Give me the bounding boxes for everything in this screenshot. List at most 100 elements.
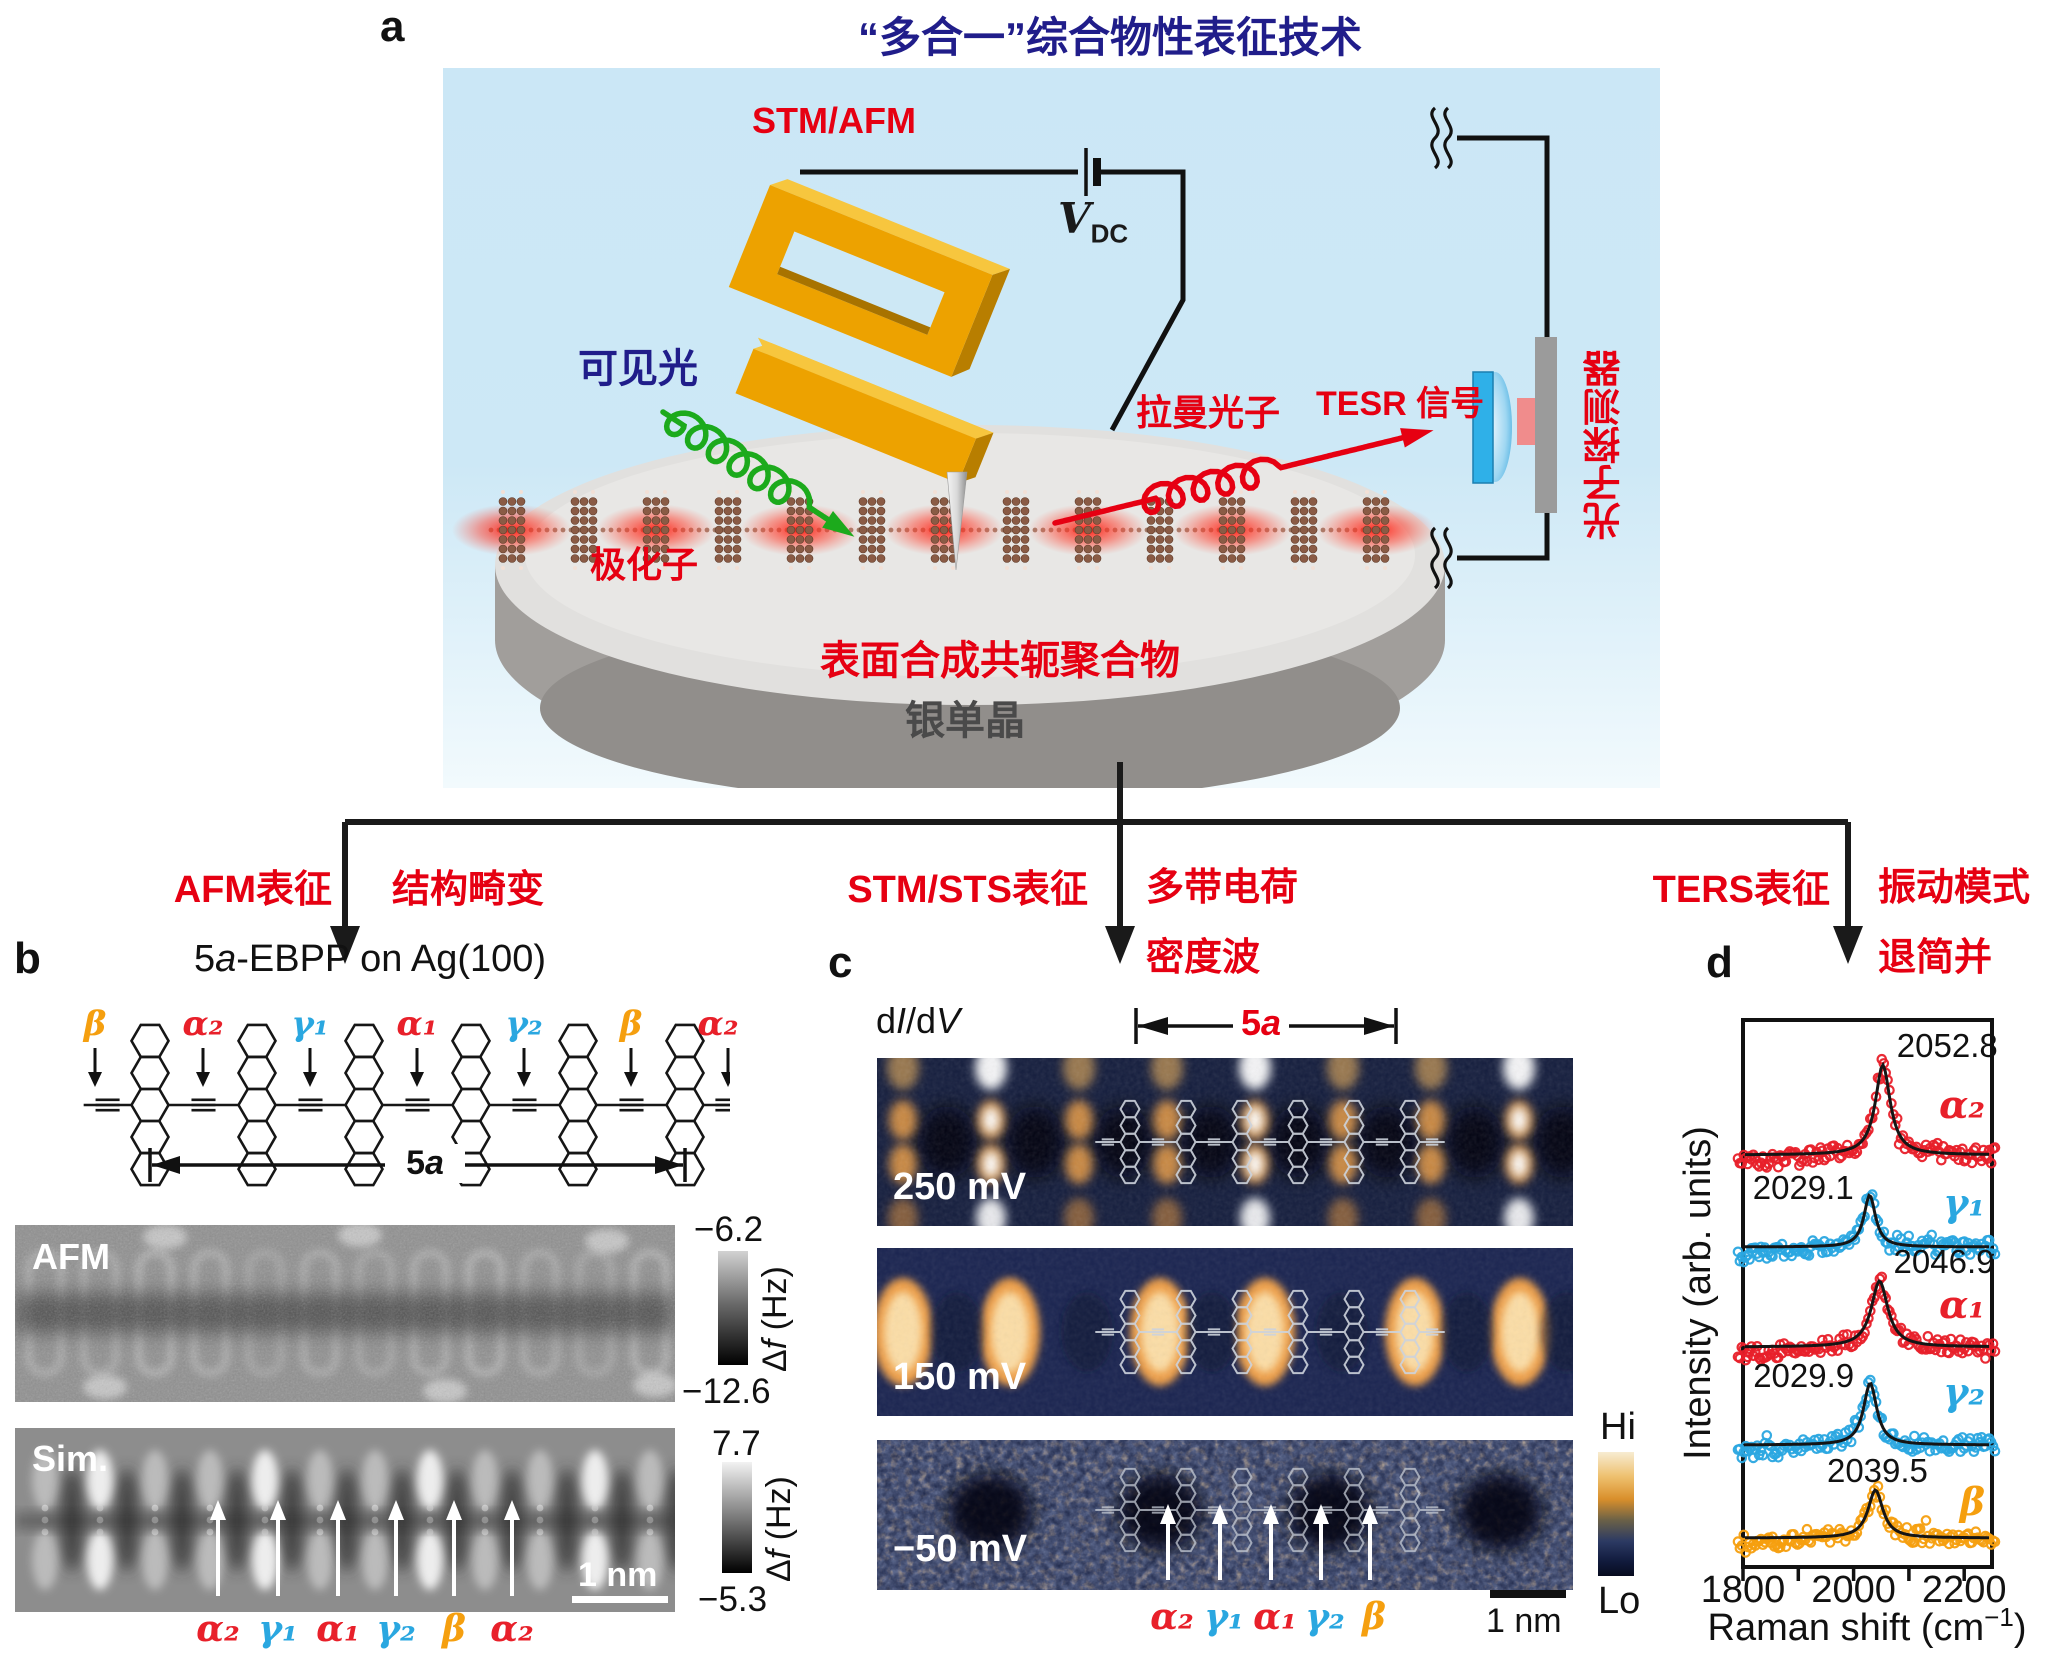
unitcell-span-label-c: 5a (1206, 1002, 1316, 1044)
svg-text:γ₂: γ₂ (1943, 1369, 1985, 1414)
figure-title: “多合一”综合物性表征技术 (857, 14, 1362, 61)
bias-label-150: 150 mV (893, 1356, 1027, 1398)
svg-text:1800: 1800 (1701, 1569, 1786, 1611)
visible-light-label: 可见光 (578, 347, 698, 391)
branch-stm-result-2: 密度波 (1146, 937, 1261, 979)
vdc-label: VDC (1058, 194, 1128, 249)
branch-ters-method: TERS表征 (1652, 869, 1830, 911)
V-italic: V (936, 1000, 961, 1041)
bond-label: α₂ (182, 1004, 224, 1044)
bond-label: γ₁ (291, 1004, 329, 1044)
d1: d (876, 1000, 897, 1041)
chemical-structure (83, 1023, 730, 1187)
bond-label: γ₂ (505, 1004, 543, 1044)
c-scalebar-label: 1 nm (1486, 1602, 1562, 1640)
mode-label-b: α₂ (490, 1608, 534, 1650)
mode-label-c: γ₂ (1305, 1596, 1345, 1638)
svg-text:Raman shift (cm−1): Raman shift (cm−1) (1708, 1602, 2027, 1649)
afm-colorbar (718, 1251, 748, 1365)
photon-detector-label: 光子探测器 (1585, 350, 1627, 540)
delta: Δ (760, 1559, 798, 1582)
svg-text:Intensity (arb. units): Intensity (arb. units) (1680, 1126, 1719, 1460)
sim-scale-bottom: −5.3 (698, 1580, 768, 1619)
span-italic: a (1261, 1002, 1282, 1043)
afm-image (15, 1225, 675, 1402)
bond-label: β (619, 1004, 643, 1044)
mode-label-b: α₁ (316, 1608, 360, 1650)
setup-schematic (443, 68, 1660, 788)
sim-scalebar-label: 1 nm (578, 1556, 658, 1594)
svg-text:2029.1: 2029.1 (1753, 1169, 1854, 1206)
panel-b-title-italic: a (215, 938, 237, 980)
colorbar-hi-label: Hi (1600, 1406, 1636, 1448)
svg-text:2039.5: 2039.5 (1827, 1452, 1928, 1489)
svg-text:α₁: α₁ (1939, 1282, 1985, 1327)
sim-colorbar (722, 1462, 752, 1573)
afm-image-label: AFM (32, 1236, 110, 1277)
bond-label: α₁ (396, 1004, 438, 1044)
svg-text:γ₁: γ₁ (1943, 1180, 1985, 1225)
raman-photon-label: 拉曼光子 (1136, 392, 1281, 433)
svg-text:β: β (1958, 1479, 1985, 1524)
sim-image-label: Sim. (32, 1438, 109, 1479)
branch-arrows (330, 762, 1863, 964)
unitcell-span-label-b: 5a (385, 1144, 465, 1183)
delta: Δ (756, 1349, 794, 1372)
branch-stm-result-1: 多带电荷 (1146, 867, 1299, 909)
panel-b-letter: b (14, 934, 41, 983)
tesr-signal-label: TESR 信号 (1316, 385, 1485, 423)
branch-afm-result: 结构畸变 (392, 869, 545, 911)
vdc-subscript: DC (1090, 218, 1129, 249)
mode-label-c: β (1362, 1596, 1386, 1638)
sim-scalebar (572, 1596, 668, 1603)
svg-text:α₂: α₂ (1939, 1082, 1985, 1127)
d2: /d (906, 1000, 937, 1041)
panel-d-letter: d (1706, 938, 1733, 987)
f-italic: f (756, 1339, 794, 1350)
branch-afm-method: AFM表征 (173, 869, 332, 911)
bond-label: β (83, 1004, 107, 1044)
polaron-label: 极化子 (590, 544, 699, 585)
didv-label: dI/dV (876, 1000, 960, 1042)
mode-label-c: α₂ (1150, 1596, 1194, 1638)
svg-text:2046.9: 2046.9 (1894, 1243, 1995, 1280)
svg-text:2000: 2000 (1811, 1569, 1896, 1611)
svg-text:2200: 2200 (1922, 1569, 2007, 1611)
afm-scale-top: −6.2 (694, 1210, 764, 1249)
span-pre: 5 (1240, 1002, 1261, 1043)
mode-label-c: α₁ (1253, 1596, 1297, 1638)
f-italic: f (760, 1549, 798, 1560)
colorbar-lo-label: Lo (1598, 1580, 1641, 1622)
span-italic: a (425, 1144, 444, 1182)
bond-label: α₂ (697, 1004, 739, 1044)
simulated-afm-image (15, 1428, 675, 1612)
panel-c-letter: c (828, 938, 853, 987)
svg-text:2052.8: 2052.8 (1897, 1027, 1998, 1064)
didv-map-minus50mV (877, 1440, 1573, 1590)
vdc-symbol: V (1058, 194, 1091, 243)
panel-b-title-post: -EBPP on Ag(100) (236, 938, 547, 980)
panel-b-title-pre: 5 (193, 938, 216, 980)
afm-colorbar-unit: Δf (Hz) (756, 1242, 795, 1372)
mode-label-b: γ₁ (258, 1608, 298, 1650)
didv-colorbar (1598, 1452, 1634, 1576)
silver-crystal-label: 银单晶 (905, 699, 1025, 743)
mode-label-b: β (442, 1608, 466, 1650)
panel-a-letter: a (380, 2, 405, 51)
hz: (Hz) (756, 1266, 794, 1340)
c-scalebar (1490, 1590, 1566, 1598)
branch-stm-method: STM/STS表征 (847, 869, 1088, 911)
mode-label-b: α₂ (196, 1608, 240, 1650)
mode-label-c: γ₁ (1204, 1596, 1244, 1638)
sim-colorbar-unit: Δf (Hz) (760, 1452, 799, 1582)
span-pre: 5 (406, 1144, 425, 1182)
stm-afm-label: STM/AFM (752, 100, 916, 141)
branch-ters-result-1: 振动模式 (1878, 867, 2031, 909)
polymer-label: 表面合成共轭聚合物 (820, 639, 1180, 683)
hz: (Hz) (760, 1476, 798, 1550)
svg-text:2029.9: 2029.9 (1753, 1357, 1854, 1394)
bias-label-250: 250 mV (893, 1166, 1027, 1208)
branch-ters-result-2: 退简并 (1878, 937, 1993, 979)
